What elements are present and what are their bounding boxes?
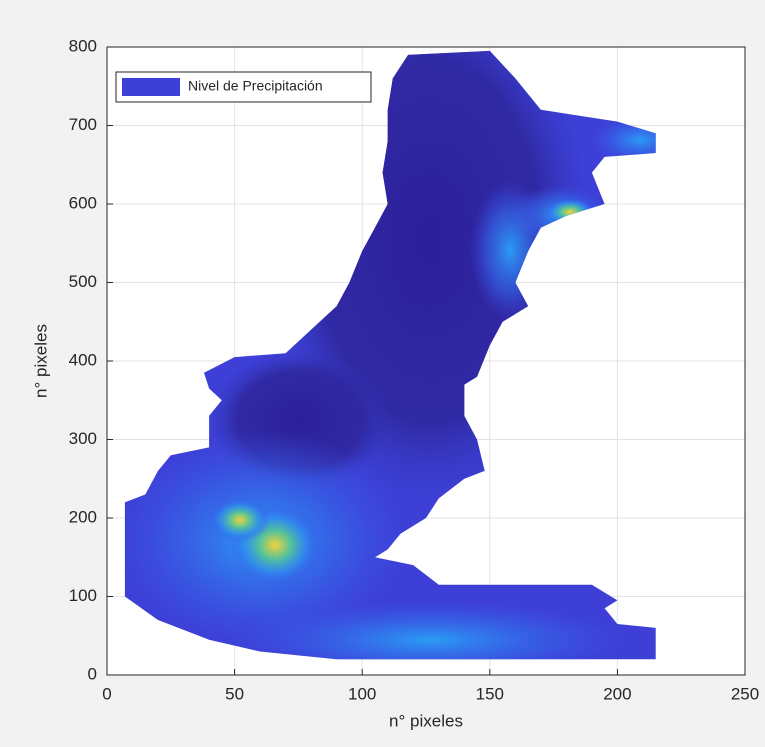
y-tick-label: 700 xyxy=(69,115,97,134)
shade xyxy=(590,115,656,165)
y-tick-label: 100 xyxy=(69,586,97,605)
shade xyxy=(230,600,630,660)
x-tick-label: 0 xyxy=(102,684,111,703)
x-tick-label: 250 xyxy=(731,684,759,703)
legend: Nivel de Precipitación xyxy=(115,71,372,103)
hot-spot xyxy=(210,498,270,542)
y-tick-label: 800 xyxy=(69,36,97,55)
x-tick-label: 50 xyxy=(225,684,244,703)
x-tick-label: 200 xyxy=(603,684,631,703)
x-tick-label: 100 xyxy=(348,684,376,703)
y-tick-label: 500 xyxy=(69,272,97,291)
y-tick-label: 300 xyxy=(69,429,97,448)
ticks: 0 50 100 150 200 250 0 100 200 300 400 500 600 700 800 xyxy=(69,36,760,703)
y-axis-label: n° pixeles xyxy=(31,324,50,398)
x-axis-label: n° pixeles xyxy=(389,711,463,730)
y-tick-label: 600 xyxy=(69,193,97,212)
y-tick-label: 200 xyxy=(69,507,97,526)
x-tick-label: 150 xyxy=(476,684,504,703)
legend-label: Nivel de Precipitación xyxy=(188,78,323,94)
legend-swatch xyxy=(122,78,180,96)
y-tick-label: 400 xyxy=(69,350,97,369)
y-tick-label: 0 xyxy=(88,664,97,683)
